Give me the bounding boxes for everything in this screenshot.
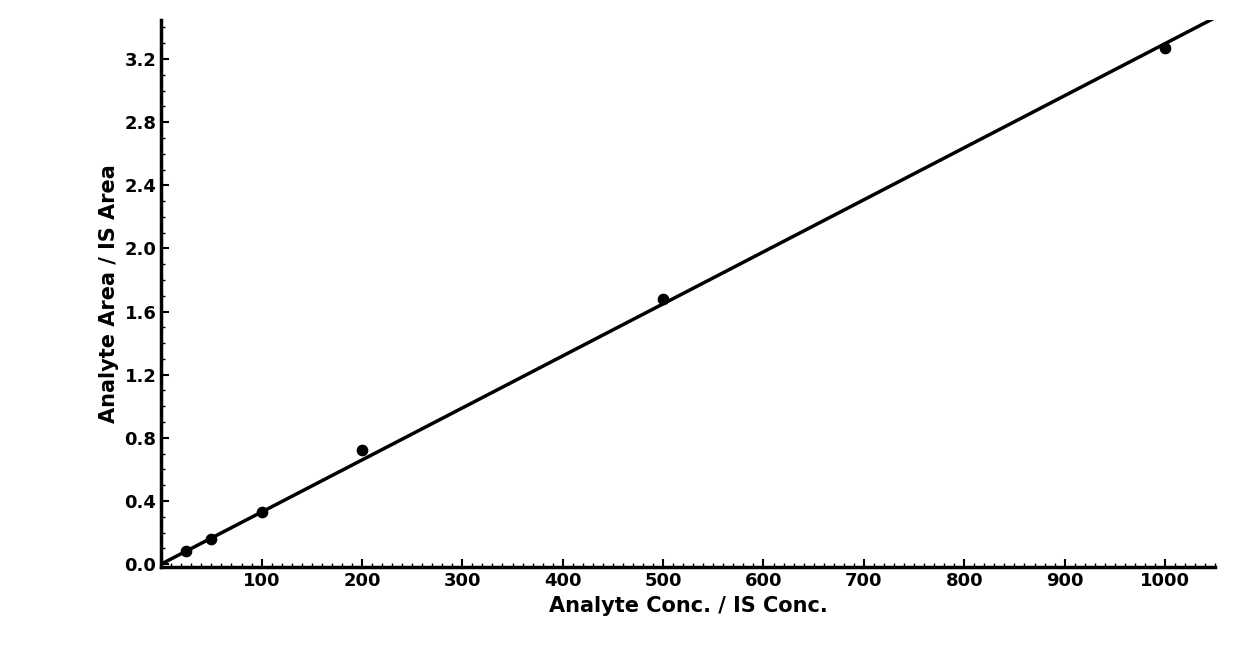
Point: [352, 445, 372, 456]
Point: [1156, 43, 1176, 53]
Point: [176, 546, 196, 557]
Point: [653, 293, 673, 304]
Point: [252, 507, 272, 517]
Point: [201, 533, 221, 544]
X-axis label: Analyte Conc. / IS Conc.: Analyte Conc. / IS Conc.: [549, 596, 827, 615]
Y-axis label: Analyte Area / IS Area: Analyte Area / IS Area: [99, 164, 119, 422]
